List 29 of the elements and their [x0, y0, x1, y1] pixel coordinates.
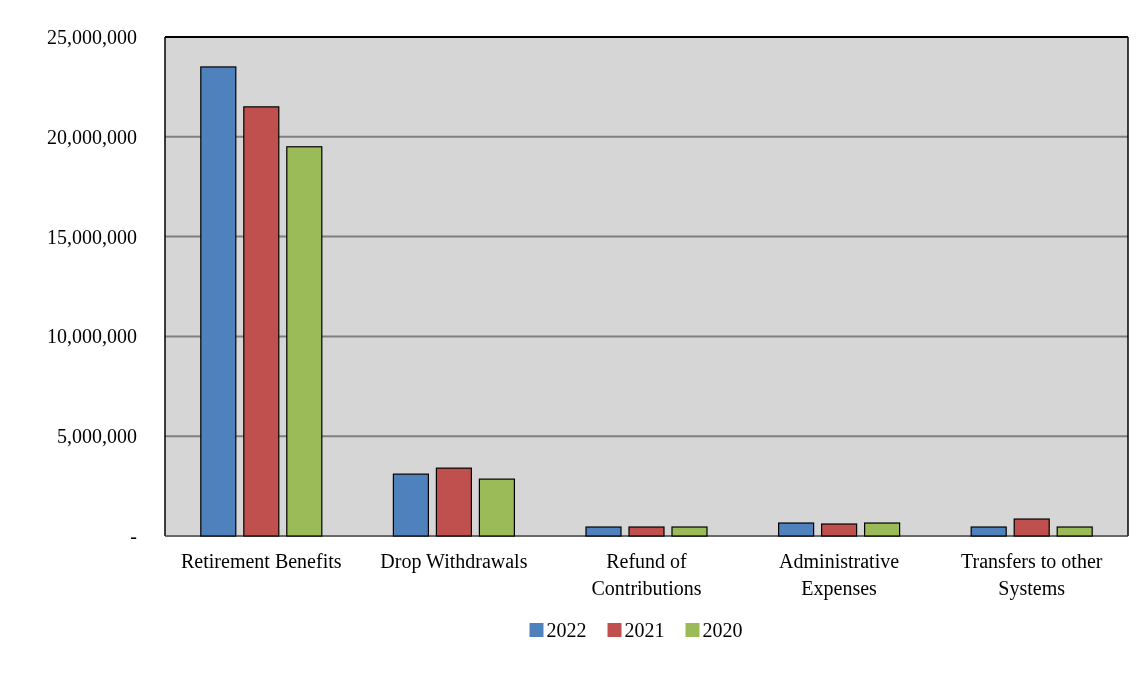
bar [1056, 526, 1093, 537]
y-tick-label: 10,000,000 [47, 325, 137, 348]
bar [628, 526, 665, 537]
y-tick-label: 25,000,000 [47, 26, 137, 48]
bar [821, 523, 858, 537]
bar [970, 526, 1007, 537]
bar [1013, 518, 1050, 537]
bar [243, 106, 280, 537]
bar [864, 522, 901, 537]
bar [585, 526, 622, 537]
bar [778, 522, 815, 537]
legend-label: 2020 [702, 619, 743, 641]
legend-label: 2021 [624, 619, 665, 641]
x-tick-label: Retirement Benefits [181, 550, 342, 572]
x-tick-label: Drop Withdrawals [380, 550, 528, 573]
x-tick-label: Transfers to other Systems [960, 550, 1103, 600]
bar [200, 66, 237, 537]
y-tick-label: 15,000,000 [47, 225, 137, 248]
bar [392, 473, 429, 537]
y-tick-label: - [130, 525, 137, 547]
bar [435, 467, 472, 537]
bar [478, 478, 515, 537]
bar [671, 526, 708, 537]
y-tick-label: 20,000,000 [47, 125, 137, 148]
y-tick-label: 5,000,000 [57, 425, 137, 448]
x-tick-label: Administrative Expenses [779, 550, 900, 600]
legend-label: 2022 [546, 619, 587, 641]
x-tick-label: Refund of Contributions [591, 550, 702, 599]
bar [286, 146, 323, 537]
